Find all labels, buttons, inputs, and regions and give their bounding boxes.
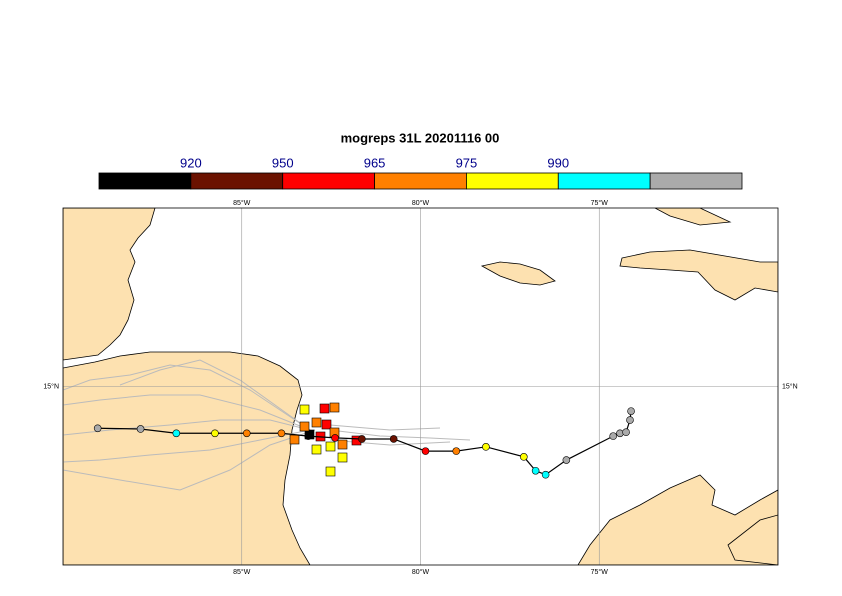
track: [93, 407, 635, 479]
land: [654, 208, 732, 226]
track-point: [452, 447, 461, 455]
track-point: [304, 432, 313, 440]
track-point: [421, 447, 430, 455]
colorbar-swatch: [649, 172, 743, 190]
track-point: [93, 424, 102, 433]
colorbar-label: 975: [456, 155, 478, 170]
colorbar-label: 965: [364, 155, 386, 170]
track-point: [541, 470, 550, 479]
track-point: [331, 434, 339, 442]
track-point: [520, 453, 528, 461]
x-tick-label: 85°W: [233, 199, 251, 207]
colorbar-label: 920: [180, 155, 202, 170]
colorbar-label: 990: [547, 155, 569, 170]
ensemble-tracks: [63, 359, 471, 491]
track-point: [562, 456, 571, 464]
track-point: [609, 432, 617, 440]
track-point: [627, 407, 635, 415]
track-point: [531, 466, 540, 475]
colorbar-label: 950: [272, 155, 294, 170]
map-title: mogreps 31L 20201116 00: [341, 130, 500, 145]
track-point: [172, 429, 181, 438]
ensemble-positions: [289, 402, 362, 477]
map-labels: 85°W 85°W 80°W 80°W 75°W 75°W 15°N 15°N: [43, 199, 797, 576]
track-point: [358, 435, 366, 443]
track-point: [626, 416, 634, 424]
y-tick-label: 15°N: [43, 382, 59, 390]
land: [480, 261, 556, 286]
track-point: [389, 435, 398, 443]
track-point: [277, 429, 286, 438]
colorbar-swatch: [282, 172, 375, 190]
land: [727, 514, 778, 565]
x-tick-label: 75°W: [591, 568, 609, 576]
colorbar-swatch: [374, 172, 467, 190]
land: [577, 474, 778, 565]
land: [63, 351, 311, 565]
colorbar: 920 950 965 975 990: [98, 155, 743, 190]
track-point: [622, 428, 630, 436]
map-area: [63, 208, 778, 565]
graticule: [63, 208, 778, 565]
colorbar-swatch: [466, 172, 559, 190]
x-tick-label: 75°W: [591, 199, 609, 207]
colorbar-swatch: [190, 172, 284, 190]
x-tick-label: 80°W: [412, 199, 430, 207]
colorbar-swatch: [98, 172, 192, 190]
x-tick-label: 85°W: [233, 568, 251, 576]
track-point: [211, 429, 219, 438]
track-point: [242, 429, 251, 438]
colorbar-swatch: [557, 172, 651, 190]
x-tick-label: 80°W: [412, 568, 430, 576]
land: [63, 208, 156, 361]
y-tick-label: 15°N: [782, 382, 798, 390]
track-point: [136, 425, 145, 433]
land: [619, 249, 778, 301]
track-point: [482, 443, 490, 451]
map-frame: [62, 207, 779, 566]
